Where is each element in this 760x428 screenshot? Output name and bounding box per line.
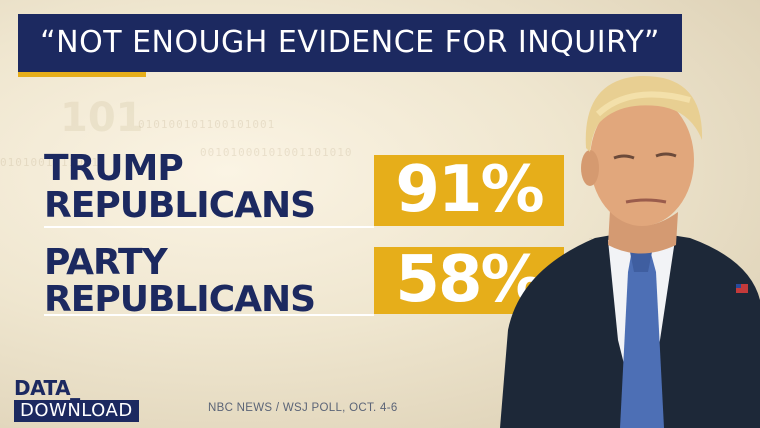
background-digits: 0101001011001 (0, 156, 100, 169)
page-title: “NOT ENOUGH EVIDENCE FOR INQUIRY” (40, 25, 660, 60)
title-accent-bar (18, 72, 146, 77)
row-label-party-republicans: PARTY REPUBLICANS (44, 242, 316, 320)
background-number: 101 (60, 95, 144, 141)
portrait-photo (500, 75, 760, 428)
logo-data-text: DATA_ (14, 376, 80, 400)
row-divider (44, 226, 374, 228)
row-label-trump-republicans: TRUMP REPUBLICANS (44, 148, 316, 226)
logo-download-text: DOWNLOAD (14, 400, 139, 422)
row-divider (44, 314, 374, 316)
percent-badge-trump-republicans: 91% (374, 155, 564, 226)
title-banner: “NOT ENOUGH EVIDENCE FOR INQUIRY” (18, 14, 682, 72)
row-label-line: REPUBLICANS (44, 279, 316, 320)
row-label-line: TRUMP (44, 148, 184, 189)
background-digits: 00101000101001101010 (200, 146, 353, 159)
source-caption: NBC NEWS / WSJ POLL, OCT. 4-6 (208, 402, 398, 414)
row-label-line: REPUBLICANS (44, 185, 316, 226)
data-download-logo: DATA_ DOWNLOAD (14, 378, 139, 422)
background-digits: 010100101100101001 (138, 118, 276, 131)
row-label-line: PARTY (44, 242, 168, 283)
